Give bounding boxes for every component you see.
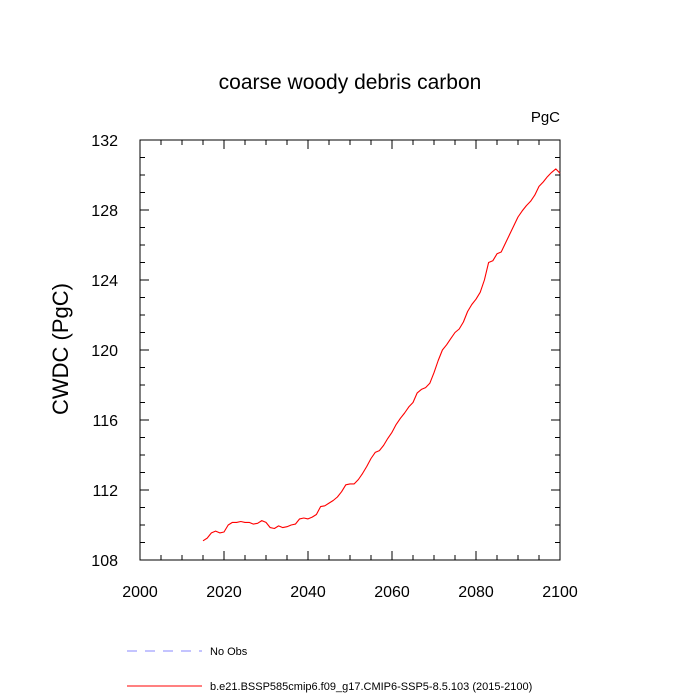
x-tick-label: 2020 (206, 584, 242, 601)
y-tick-label: 120 (91, 343, 118, 360)
y-tick-label: 132 (91, 133, 118, 150)
series-line (202, 168, 561, 542)
y-tick-label: 116 (92, 413, 118, 430)
axis-ticks (139, 139, 561, 561)
y-axis-label: CWDC (PgC) (48, 283, 73, 415)
y-tick-label: 124 (91, 273, 118, 290)
tick-labels: 2000 2020 2040 2060 2080 2100 108 112 116 120 124 1… (91, 133, 578, 601)
x-tick-label: 2060 (374, 584, 410, 601)
legend-label: b.e21.BSSP585cmip6.f09_g17.CMIP6-SSP5-8.… (210, 681, 532, 693)
legend-label: No Obs (210, 646, 248, 658)
x-tick-label: 2000 (122, 584, 158, 601)
x-tick-label: 2040 (290, 584, 326, 601)
chart-title: coarse woody debris carbon (219, 71, 482, 94)
x-tick-label: 2100 (542, 584, 578, 601)
units-label: PgC (531, 109, 560, 126)
x-tick-label: 2080 (458, 584, 494, 601)
y-tick-label: 108 (91, 553, 118, 570)
y-tick-label: 112 (92, 483, 118, 500)
legend: No Obs b.e21.BSSP585cmip6.f09_g17.CMIP6-S… (127, 646, 532, 693)
series-group (202, 168, 561, 542)
plot-frame (139, 139, 561, 561)
y-tick-label: 128 (91, 203, 118, 220)
